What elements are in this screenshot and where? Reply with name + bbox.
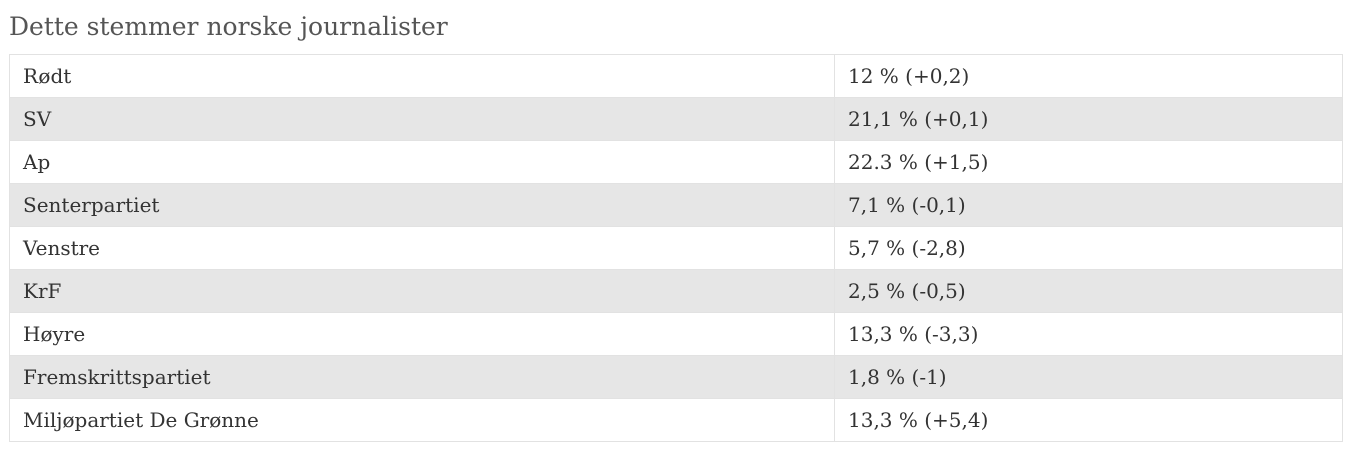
share-cell: 21,1 % (+0,1) <box>834 97 1343 141</box>
share-cell: 2,5 % (-0,5) <box>834 269 1343 313</box>
table-row: Ap 22.3 % (+1,5) <box>9 140 1343 184</box>
share-cell: 13,3 % (+5,4) <box>834 398 1343 442</box>
party-cell: KrF <box>9 269 835 313</box>
party-cell: SV <box>9 97 835 141</box>
party-cell: Miljøpartiet De Grønne <box>9 398 835 442</box>
party-cell: Ap <box>9 140 835 184</box>
share-cell: 7,1 % (-0,1) <box>834 183 1343 227</box>
table-row: Fremskrittspartiet 1,8 % (-1) <box>9 355 1343 399</box>
share-cell: 12 % (+0,2) <box>834 54 1343 98</box>
party-cell: Senterpartiet <box>9 183 835 227</box>
share-cell: 1,8 % (-1) <box>834 355 1343 399</box>
party-cell: Venstre <box>9 226 835 270</box>
table-row: KrF 2,5 % (-0,5) <box>9 269 1343 313</box>
table-row: Høyre 13,3 % (-3,3) <box>9 312 1343 356</box>
table-row: SV 21,1 % (+0,1) <box>9 97 1343 141</box>
table-row: Venstre 5,7 % (-2,8) <box>9 226 1343 270</box>
share-cell: 13,3 % (-3,3) <box>834 312 1343 356</box>
party-cell: Fremskrittspartiet <box>9 355 835 399</box>
party-cell: Høyre <box>9 312 835 356</box>
party-cell: Rødt <box>9 54 835 98</box>
table-title: Dette stemmer norske journalister <box>9 12 448 41</box>
table-row: Senterpartiet 7,1 % (-0,1) <box>9 183 1343 227</box>
share-cell: 5,7 % (-2,8) <box>834 226 1343 270</box>
share-cell: 22.3 % (+1,5) <box>834 140 1343 184</box>
table-row: Rødt 12 % (+0,2) <box>9 54 1343 98</box>
results-table: Rødt 12 % (+0,2) SV 21,1 % (+0,1) Ap 22.3 % (… <box>9 54 1343 442</box>
table-row: Miljøpartiet De Grønne 13,3 % (+5,4) <box>9 398 1343 442</box>
